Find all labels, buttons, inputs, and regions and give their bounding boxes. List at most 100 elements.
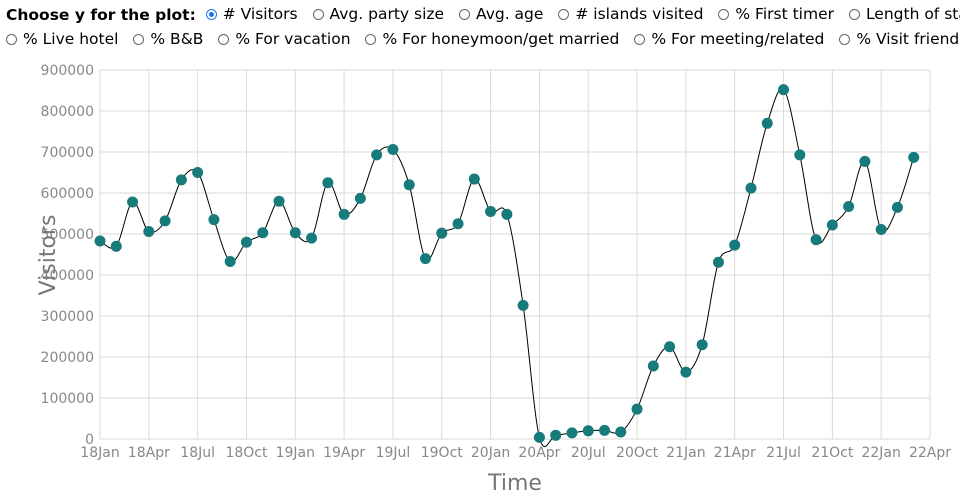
radio-islands-visited[interactable]: # islands visited: [558, 2, 703, 27]
radio-length-of-stay[interactable]: Length of stay: [848, 2, 960, 27]
data-point: [354, 192, 366, 204]
x-tick-label: 19Jul: [376, 445, 411, 461]
radio-button[interactable]: [718, 9, 730, 20]
radio-for-honeymoon[interactable]: % For honeymoon/get married: [365, 27, 619, 52]
data-point: [843, 201, 855, 213]
data-point: [273, 195, 285, 207]
y-axis-label: Visitors: [36, 215, 61, 296]
radio-label: % B&B: [150, 30, 204, 48]
radio-for-vacation[interactable]: % For vacation: [218, 27, 351, 52]
x-tick-label: 19Jan: [276, 445, 315, 461]
x-tick-label: 18Apr: [128, 445, 170, 461]
radio-avg-age[interactable]: Avg. age: [459, 2, 543, 27]
data-point: [436, 227, 448, 239]
radio-label: Avg. party size: [329, 5, 445, 23]
x-tick-label: 20Jul: [571, 445, 606, 461]
radio-label: Length of stay: [865, 5, 960, 23]
data-point: [371, 149, 383, 161]
data-point: [94, 235, 106, 247]
radio-label: % First timer: [735, 5, 834, 23]
radio-button[interactable]: [6, 34, 17, 45]
radio-live-hotel[interactable]: % Live hotel: [6, 27, 118, 52]
data-point: [159, 215, 171, 227]
data-point: [533, 431, 545, 443]
data-point: [761, 117, 773, 129]
x-tick-label: 18Jan: [80, 445, 119, 461]
x-tick-label: 19Oct: [421, 445, 464, 461]
grid: [99, 69, 931, 440]
radio-label: % Visit friends: [856, 30, 960, 48]
x-tick-label: 21Oct: [811, 445, 854, 461]
radio-button[interactable]: [839, 34, 851, 45]
data-point: [338, 208, 350, 220]
data-point: [208, 214, 220, 226]
x-tick-label: 20Apr: [518, 445, 560, 461]
radio-visitors[interactable]: # Visitors: [205, 2, 298, 27]
data-point: [664, 341, 676, 353]
y-tick-label: 0: [85, 432, 94, 448]
data-point: [468, 173, 480, 185]
data-point: [712, 256, 724, 268]
data-point: [647, 360, 659, 372]
data-point: [582, 425, 594, 437]
radio-label: # Visitors: [222, 5, 298, 23]
x-tick-label: 19Apr: [323, 445, 365, 461]
radio-for-meeting[interactable]: % For meeting/related: [634, 27, 824, 52]
data-point: [599, 424, 611, 436]
data-point: [224, 255, 236, 267]
data-point: [891, 201, 903, 213]
data-point: [550, 429, 562, 441]
x-tick-label: 22Jan: [861, 445, 900, 461]
y-selector-row-1: Choose y for the plot: # Visitors Avg. p…: [6, 2, 960, 27]
data-point: [110, 240, 122, 252]
radio-button[interactable]: [634, 34, 646, 45]
data-point: [257, 227, 269, 239]
data-point: [615, 426, 627, 438]
x-axis-ticks: 18Jan 18Apr 18Jul 18Oct 19Jan 19Apr 19Jul 19Oct…: [80, 445, 951, 461]
x-tick-label: 22Apr: [909, 445, 951, 461]
radio-label: % For meeting/related: [651, 30, 825, 48]
x-tick-label: 18Oct: [225, 445, 268, 461]
data-point: [127, 196, 139, 208]
radio-label: % For vacation: [235, 30, 351, 48]
radio-button[interactable]: [365, 34, 377, 45]
data-point: [192, 167, 204, 178]
radio-visit-friends[interactable]: % Visit friends: [839, 27, 960, 52]
radio-bnb[interactable]: % B&B: [133, 27, 203, 52]
data-point: [745, 182, 757, 194]
data-point: [631, 403, 643, 415]
smoothed-trend-line: [99, 88, 915, 447]
data-point: [810, 234, 822, 246]
data-point: [729, 239, 741, 251]
x-tick-label: 18Jul: [180, 445, 215, 461]
y-selector: Choose y for the plot: # Visitors Avg. p…: [6, 2, 960, 52]
radio-avg-party-size[interactable]: Avg. party size: [312, 2, 445, 27]
data-point: [306, 232, 318, 244]
data-point: [778, 84, 790, 96]
data-point: [175, 174, 187, 186]
radio-first-timer[interactable]: % First timer: [718, 2, 834, 27]
data-point: [501, 208, 513, 220]
y-tick-label: 800000: [41, 104, 94, 120]
radio-button[interactable]: [218, 34, 230, 45]
y-selector-row-2: % Live hotel % B&B % For vacation % For …: [6, 27, 960, 52]
radio-button[interactable]: [459, 9, 470, 20]
x-tick-label: 20Oct: [616, 445, 659, 461]
radio-button[interactable]: [558, 9, 570, 20]
data-point: [696, 339, 708, 351]
data-point: [143, 226, 155, 238]
x-tick-label: 21Apr: [714, 445, 756, 461]
y-selector-prompt: Choose y for the plot:: [6, 6, 196, 24]
radio-button[interactable]: [133, 34, 145, 45]
data-point: [289, 227, 301, 239]
radio-button[interactable]: [205, 9, 217, 20]
radio-button[interactable]: [312, 9, 324, 20]
radio-label: % Live hotel: [23, 30, 119, 48]
data-point: [387, 144, 399, 156]
radio-button[interactable]: [848, 9, 860, 20]
data-point: [794, 149, 806, 161]
data-points: [94, 84, 920, 443]
data-point: [826, 219, 838, 231]
data-point: [875, 223, 887, 235]
